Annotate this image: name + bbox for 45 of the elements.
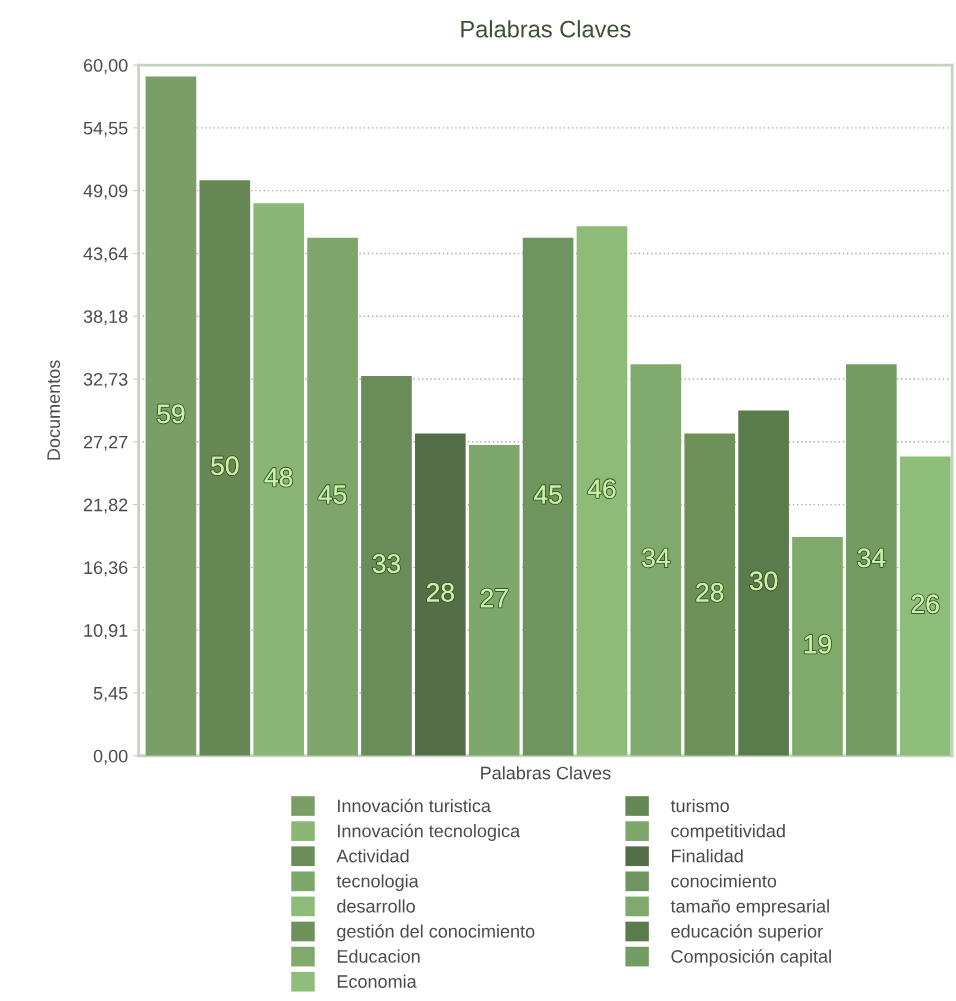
legend-label: desarrollo: [337, 899, 415, 913]
data-label: 45: [318, 485, 347, 504]
y-tick-label: 43,64: [83, 247, 128, 263]
x-axis-title: Palabras Claves: [481, 766, 611, 780]
legend-label: gestión del conocimiento: [337, 924, 535, 942]
legend-label: Composición capital: [671, 949, 831, 967]
y-tick-label: 0,00: [93, 749, 128, 765]
legend-label: Innovación tecnologica: [338, 823, 521, 841]
y-tick-label: 21,82: [83, 498, 128, 514]
data-label: 19: [804, 634, 831, 654]
legend-label: conocimiento: [671, 874, 777, 888]
data-label: 28: [696, 582, 724, 602]
y-tick-label: 32,73: [83, 372, 128, 388]
y-axis-title: Documentos: [47, 360, 61, 460]
legend-label: Finalidad: [672, 849, 743, 863]
y-tick-label: 16,36: [84, 561, 128, 577]
y-tick-label: 49,09: [83, 184, 128, 200]
data-label: 27: [480, 588, 508, 608]
y-tick-label: 5,45: [93, 687, 128, 702]
legend-label: Economia: [337, 974, 417, 988]
data-label: 59: [157, 404, 185, 424]
legend-label: turismo: [670, 798, 729, 813]
data-label: 28: [426, 582, 454, 602]
legend-label: educación superior: [671, 924, 823, 942]
y-tick-label: 60,00: [83, 59, 128, 74]
legend-label: Educacion: [337, 949, 420, 963]
legend-label: tamaño empresarial: [670, 899, 829, 917]
legend-label: Actividad: [336, 849, 409, 863]
data-label: 45: [534, 485, 562, 504]
data-label: 34: [857, 548, 886, 568]
data-label: 46: [587, 479, 616, 499]
y-tick-label: 38,18: [83, 310, 128, 326]
legend-label: competitividad: [671, 824, 785, 841]
data-label: 26: [911, 594, 939, 614]
y-tick-label: 54,55: [83, 121, 128, 137]
data-label: 30: [749, 571, 778, 591]
data-label: 50: [211, 456, 239, 476]
y-tick-label: 27,27: [83, 435, 128, 451]
legend-label: Innovación turistica: [338, 798, 491, 813]
y-tick-label: 10,91: [84, 624, 128, 640]
legend-label: tecnologia: [336, 874, 419, 892]
data-label: 34: [642, 548, 670, 568]
chart-title: Palabras Claves: [461, 20, 631, 38]
data-label: 48: [264, 467, 293, 487]
data-label: 33: [372, 554, 400, 573]
